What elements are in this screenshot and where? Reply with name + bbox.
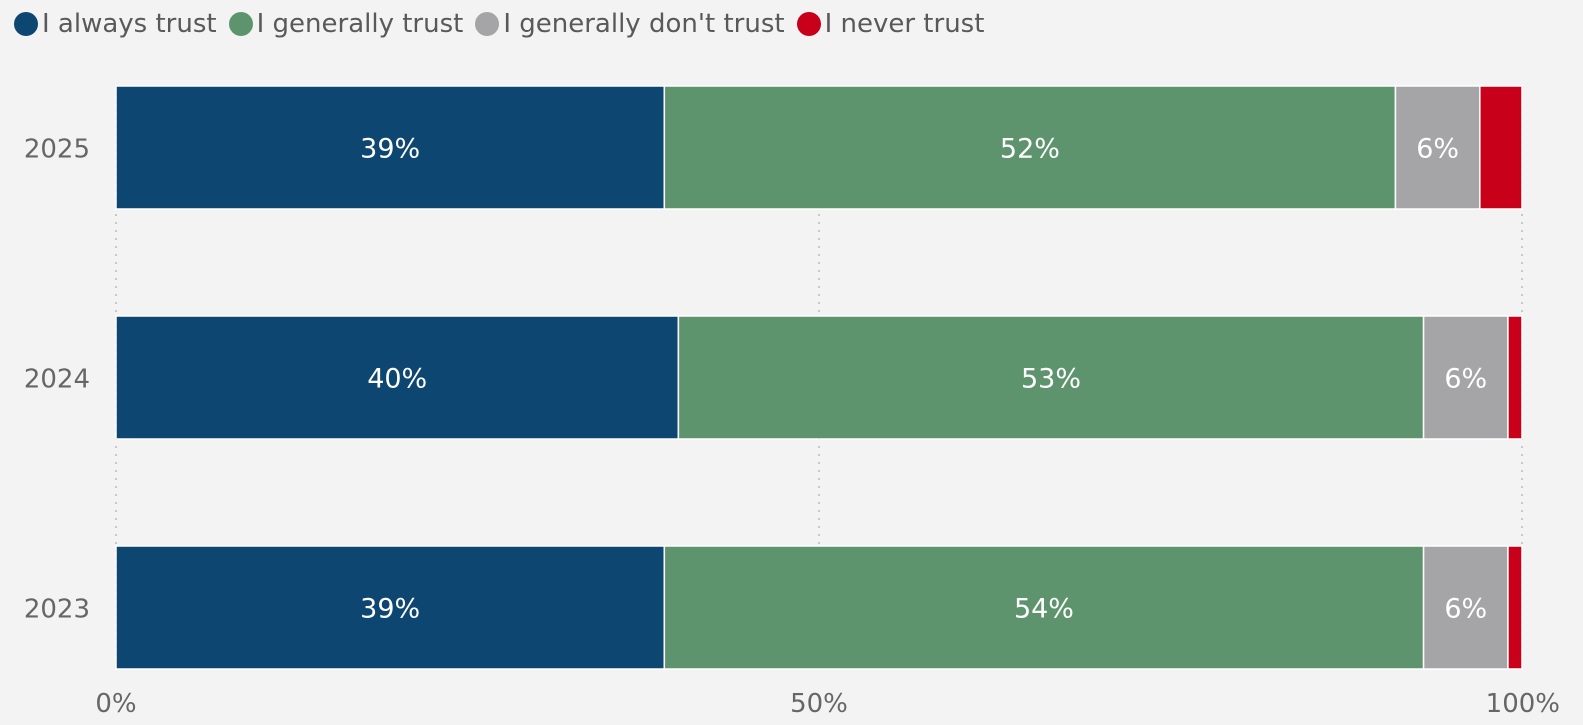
data-label-2023-series-1: 54% xyxy=(1014,594,1074,625)
data-label-2025-series-0: 39% xyxy=(360,134,420,165)
y-tick-label-2025: 2025 xyxy=(24,135,90,165)
data-label-2024-series-0: 40% xyxy=(367,364,427,395)
bar-2023-series-0 xyxy=(115,545,666,670)
legend-label-generally-trust: I generally trust xyxy=(256,9,464,39)
x-tick-label-2: 100% xyxy=(1486,689,1560,719)
legend-swatch-generally-trust xyxy=(228,12,253,36)
legend-swatch-generally-dont-trust xyxy=(475,12,500,36)
legend-item-generally-dont-trust: I generally don't trust xyxy=(475,9,785,39)
bar-2023-series-1 xyxy=(663,545,1425,670)
data-label-2023-series-2: 6% xyxy=(1444,594,1487,625)
legend: I always trust I generally trust I gener… xyxy=(14,6,996,42)
bar-2024-series-1 xyxy=(677,315,1425,440)
x-tick-label-0: 0% xyxy=(95,689,136,719)
legend-label-generally-dont-trust: I generally don't trust xyxy=(503,9,785,39)
data-label-2025-series-1: 52% xyxy=(1000,134,1060,165)
legend-swatch-never-trust xyxy=(796,12,821,36)
bar-2025-series-2 xyxy=(1394,85,1481,210)
legend-item-generally-trust: I generally trust xyxy=(228,9,464,39)
bar-2023-series-3 xyxy=(1507,545,1523,670)
legend-item-never-trust: I never trust xyxy=(796,9,985,39)
legend-label-always-trust: I always trust xyxy=(42,9,217,39)
bar-2024-series-3 xyxy=(1507,315,1523,440)
data-label-2025-series-2: 6% xyxy=(1416,134,1459,165)
legend-item-always-trust: I always trust xyxy=(14,9,217,39)
data-label-2024-series-2: 6% xyxy=(1444,364,1487,395)
bar-2023-series-2 xyxy=(1422,545,1509,670)
y-tick-label-2023: 2023 xyxy=(24,595,90,625)
bar-2025-series-1 xyxy=(663,85,1397,210)
bar-2025-series-3 xyxy=(1479,85,1523,210)
bar-2024-series-0 xyxy=(115,315,680,440)
data-label-2024-series-1: 53% xyxy=(1021,364,1081,395)
bar-2025-series-0 xyxy=(115,85,666,210)
bar-2024-series-2 xyxy=(1422,315,1509,440)
data-label-2023-series-0: 39% xyxy=(360,594,420,625)
legend-label-never-trust: I never trust xyxy=(824,9,985,39)
y-tick-label-2024: 2024 xyxy=(24,365,90,395)
legend-swatch-always-trust xyxy=(14,12,38,36)
x-tick-label-1: 50% xyxy=(790,689,848,719)
